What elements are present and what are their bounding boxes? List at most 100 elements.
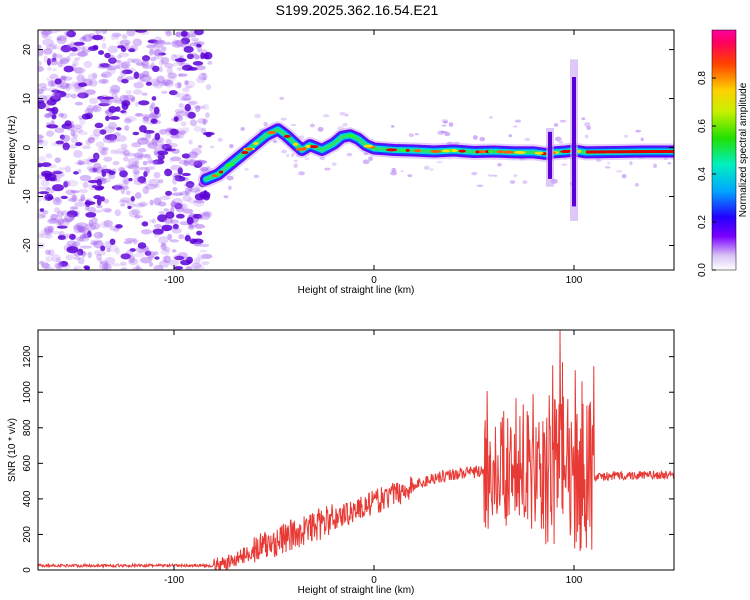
noise-blob <box>286 153 290 158</box>
noise-blob <box>100 73 108 78</box>
noise-blob <box>174 108 184 114</box>
noise-blob <box>148 178 160 187</box>
noise-blob <box>44 113 52 119</box>
noise-blob <box>96 178 102 187</box>
noise-blob <box>79 37 87 42</box>
noise-blob <box>66 179 79 187</box>
ridge-hotspot <box>496 150 504 154</box>
noise-blob <box>175 111 188 117</box>
noise-blob <box>121 34 128 40</box>
noise-blob <box>54 127 65 134</box>
noise-blob <box>170 134 180 139</box>
noise-blob <box>176 131 185 139</box>
noise-blob <box>114 97 122 102</box>
noise-blob <box>53 207 61 213</box>
snr-frame <box>37 329 675 571</box>
noise-blob <box>79 227 90 234</box>
noise-blob <box>186 53 194 60</box>
noise-blob <box>46 124 59 129</box>
noise-blob <box>309 123 315 128</box>
noise-blob <box>141 229 153 235</box>
noise-blob <box>148 254 154 261</box>
noise-blob <box>120 253 131 260</box>
noise-blob <box>436 161 443 164</box>
noise-blob <box>101 263 109 270</box>
noise-blob <box>92 72 98 80</box>
noise-blob <box>493 174 498 177</box>
ridge-hotspot <box>293 142 299 146</box>
noise-blob <box>168 259 180 267</box>
noise-blob <box>339 111 346 116</box>
noise-blob <box>115 106 121 112</box>
noise-blob <box>84 205 89 211</box>
noise-blob <box>183 46 194 53</box>
noise-blob <box>171 148 180 154</box>
noise-blob <box>100 98 113 106</box>
ridge-hotspot <box>560 150 571 154</box>
noise-blob <box>98 78 109 84</box>
noise-blob <box>52 52 57 59</box>
noise-blob <box>138 166 148 171</box>
noise-blob <box>183 158 194 165</box>
noise-blob <box>53 45 61 50</box>
noise-blob <box>193 125 202 132</box>
noise-blob <box>59 260 69 267</box>
noise-blob <box>168 90 178 96</box>
noise-blob <box>156 46 167 52</box>
noise-blob <box>210 145 215 149</box>
noise-blob <box>141 221 149 227</box>
noise-blob <box>111 97 116 103</box>
noise-blob <box>51 57 57 62</box>
noise-blob <box>217 137 223 143</box>
noise-blob <box>38 163 43 168</box>
noise-blob <box>170 156 182 162</box>
ridge-hotspot <box>245 147 253 151</box>
noise-blob <box>471 171 478 176</box>
noise-blob <box>73 128 84 134</box>
snr-ylabel: SNR (10 * v/v) <box>7 418 18 482</box>
noise-blob <box>279 96 285 101</box>
noise-blob <box>293 163 299 169</box>
noise-blob <box>653 163 657 168</box>
noise-blob <box>141 92 148 96</box>
noise-blob <box>165 190 172 196</box>
snr-ytick-label: 0 <box>22 567 33 573</box>
noise-blob <box>56 37 62 41</box>
noise-blob <box>51 53 63 59</box>
noise-blob <box>89 158 98 163</box>
noise-blob <box>174 58 187 63</box>
noise-blob <box>93 231 104 239</box>
noise-blob <box>121 179 128 187</box>
noise-blob <box>66 43 74 48</box>
noise-blob <box>172 187 178 192</box>
noise-blob <box>173 54 185 59</box>
noise-blob <box>184 111 190 119</box>
ridge-hotspot <box>441 149 451 153</box>
noise-blob <box>143 170 148 178</box>
noise-blob <box>122 176 130 185</box>
noise-blob <box>509 180 516 184</box>
noise-blob <box>184 80 196 89</box>
noise-blob <box>101 42 107 49</box>
colorbar-tick-label: 0.2 <box>697 215 708 229</box>
noise-blob <box>49 231 62 235</box>
noise-blob <box>59 134 66 140</box>
noise-blob <box>83 60 93 68</box>
noise-blob <box>158 59 165 67</box>
noise-blob <box>38 214 46 219</box>
noise-blob <box>186 216 194 225</box>
figure-title: S199.2025.362.16.54.E21 <box>276 2 439 18</box>
noise-blob <box>123 156 129 162</box>
noise-blob <box>113 185 120 191</box>
noise-blob <box>90 241 99 246</box>
noise-blob <box>172 62 179 67</box>
noise-blob <box>400 170 404 173</box>
noise-blob <box>77 50 87 58</box>
noise-blob <box>38 83 48 89</box>
noise-blob <box>195 76 206 84</box>
noise-blob <box>104 208 112 213</box>
noise-blob <box>172 223 179 230</box>
noise-blob <box>101 177 111 183</box>
noise-blob <box>74 67 84 75</box>
